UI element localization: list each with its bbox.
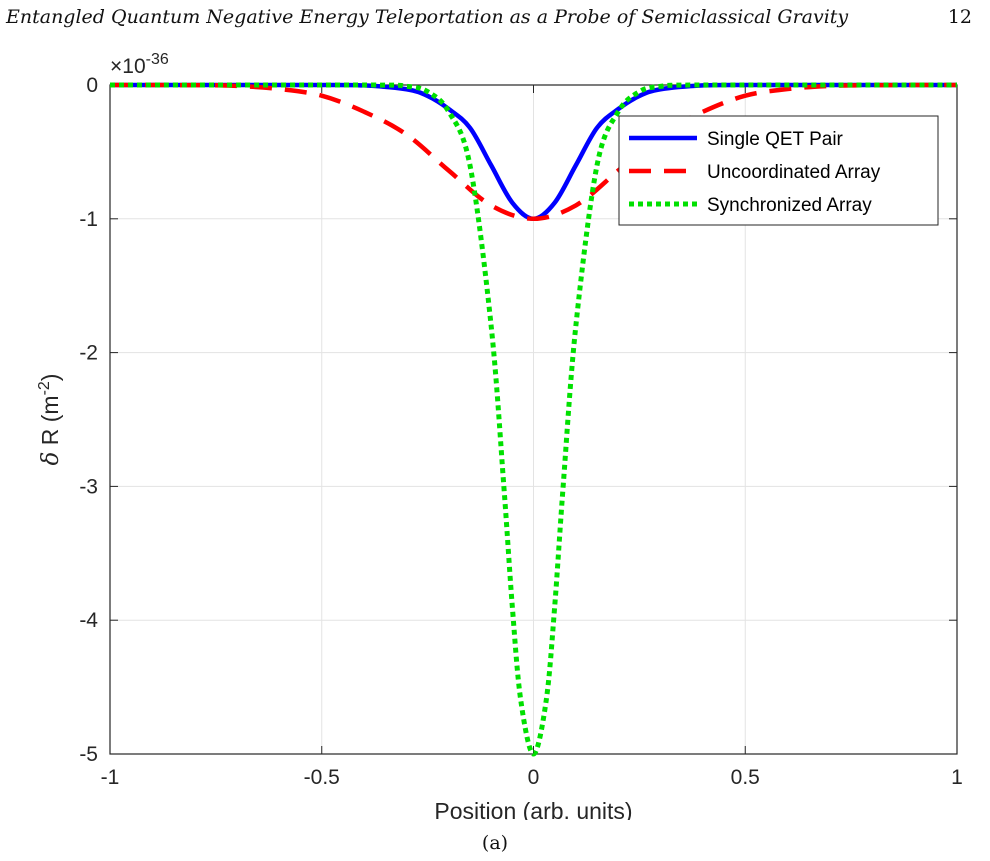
x-tick-label: -1 — [101, 766, 120, 789]
y-exponent-base: ×10 — [110, 55, 146, 78]
y-tick-label: -1 — [79, 208, 98, 231]
y-label-suffix: ) — [37, 374, 63, 382]
running-title: Entangled Quantum Negative Energy Telepo… — [6, 6, 849, 28]
y-label-main: R (m — [37, 395, 63, 451]
legend-label-2: Uncoordinated Array — [707, 162, 881, 183]
axis-ticks: -1 -0.5 0 0.5 1 0 -1 -2 -3 -4 -5 — [79, 74, 963, 789]
y-exponent-power: -36 — [146, 51, 169, 68]
y-tick-label: 0 — [86, 74, 98, 97]
y-tick-label: -3 — [79, 475, 98, 498]
y-axis-exponent: ×10-36 — [110, 51, 169, 78]
legend-label-1: Single QET Pair — [707, 129, 844, 150]
figure-caption: (a) — [481, 832, 509, 854]
y-label-sup: -2 — [36, 381, 53, 395]
x-axis-label: Position (arb. units) — [434, 798, 632, 820]
legend: Single QET Pair Uncoordinated Array Synchr… — [618, 115, 939, 226]
y-axis-label: δ R (m-2) — [36, 374, 64, 466]
legend-label-3: Synchronized Array — [707, 195, 872, 216]
x-tick-label: -0.5 — [304, 766, 340, 789]
y-tick-label: -4 — [79, 609, 98, 632]
series-lines — [109, 82, 958, 757]
series-line-3 — [110, 82, 957, 757]
y-tick-label: -5 — [79, 743, 98, 766]
running-head: Entangled Quantum Negative Energy Telepo… — [0, 0, 990, 40]
line-chart: -1 -0.5 0 0.5 1 0 -1 -2 -3 -4 -5 ×10-36 Position (… — [36, 51, 963, 820]
y-label-prefix: δ — [38, 452, 64, 466]
series-line-2 — [109, 82, 958, 222]
x-tick-label: 1 — [951, 766, 963, 789]
x-tick-label: 0.5 — [731, 766, 760, 789]
page-number: 12 — [947, 6, 972, 28]
y-tick-label: -2 — [79, 342, 98, 365]
x-tick-label: 0 — [528, 766, 540, 789]
